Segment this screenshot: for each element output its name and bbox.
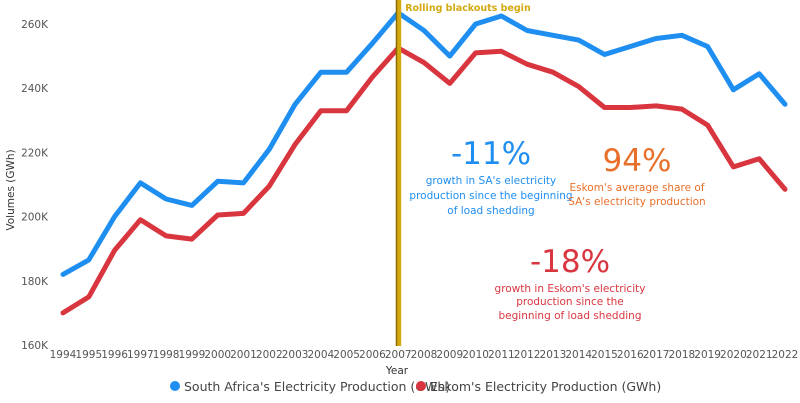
annotation-value: -11% [451,136,531,172]
x-tick-label: 2018 [668,349,695,361]
x-tick-label: 1997 [127,349,154,361]
x-tick-label: 2020 [720,349,747,361]
series-layer [60,10,788,316]
x-axis-title: Year [385,365,409,377]
legend-label: South Africa's Electricity Production (G… [184,379,450,394]
event-layer: Rolling blackouts begin [395,0,531,346]
x-tick-label: 2007 [385,349,412,361]
y-tick-label: 200K [21,212,49,224]
x-tick-label: 2021 [746,349,773,361]
x-tick-label: 1996 [101,349,128,361]
y-axis-title: Volumes (GWh) [5,149,17,230]
x-tick-label: 2014 [565,349,592,361]
y-tick-label: 180K [21,276,49,288]
x-tick-label: 2011 [488,349,515,361]
annotation-text: growth in Eskom's electricity [495,283,646,295]
x-tick-label: 2005 [333,349,360,361]
x-tick-label: 2009 [436,349,463,361]
annotation-text: production since the [516,296,624,308]
legend-marker [416,381,426,391]
x-tick-label: 2019 [694,349,721,361]
x-tick-label: 2013 [540,349,567,361]
annotation-text: beginning of load shedding [499,310,642,322]
legend-label: Eskom's Electricity Production (GWh) [430,379,661,394]
x-tick-label: 2008 [411,349,438,361]
y-tick-label: 260K [21,19,49,31]
x-tick-label: 1999 [179,349,206,361]
x-tick-label: 1995 [75,349,102,361]
series-line-south-africa [60,10,788,277]
annotation-text: growth in SA's electricity [426,175,557,187]
annotation-layer: -11% growth in SA's electricity production… [409,136,705,322]
annotation-text: production since the beginning [409,190,572,202]
x-tick-label: 2022 [772,349,799,361]
legend-marker [170,381,180,391]
event-marker-label: Rolling blackouts begin [405,3,531,14]
x-tick-label: 1998 [153,349,180,361]
annotation-text: of load shedding [447,205,534,217]
annotation-text: SA's electricity production [568,196,705,208]
y-tick-label: 160K [21,340,49,352]
legend: South Africa's Electricity Production (G… [170,379,661,394]
series-line-eskom [60,45,788,316]
x-tick-label: 1994 [50,349,77,361]
x-tick-label: 2015 [591,349,618,361]
y-tick-label: 240K [21,83,49,95]
x-axis-ticks: 1994 1995 1996 1997 1998 1999 2000 2001 2002 2003… [50,349,799,361]
annotation-value: 94% [603,143,672,179]
annotation-text: Eskom's average share of [569,182,704,194]
x-tick-label: 2001 [230,349,257,361]
x-tick-label: 2016 [617,349,644,361]
x-tick-label: 2017 [643,349,670,361]
y-tick-label: 220K [21,147,49,159]
annotation-value: -18% [530,244,610,280]
x-tick-label: 2010 [462,349,489,361]
x-tick-label: 2002 [256,349,283,361]
x-tick-label: 2006 [359,349,386,361]
x-tick-label: 2012 [514,349,541,361]
y-axis-ticks: 160K 180K 200K 220K 240K 260K [21,19,49,352]
x-tick-label: 2000 [204,349,231,361]
x-tick-label: 2004 [307,349,334,361]
x-tick-label: 2003 [282,349,309,361]
